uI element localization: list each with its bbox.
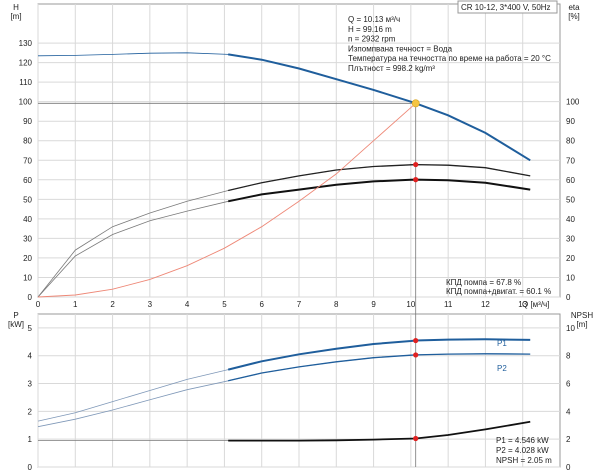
tick-label-q: 4 [185, 300, 190, 309]
info-line: H = 99.16 m [348, 25, 392, 34]
tick-label-q: 8 [334, 300, 339, 309]
tick-label-h: 60 [23, 176, 32, 185]
tick-label-q: 3 [148, 300, 153, 309]
axis-label-h-unit: [m] [10, 12, 21, 21]
tick-label-eta: 90 [566, 117, 575, 126]
tick-label-eta: 60 [566, 176, 575, 185]
series-label-p2: P2 [497, 364, 507, 373]
value-line: P2 = 4.028 kW [496, 446, 549, 455]
tick-label-npsh: 2 [566, 435, 571, 444]
tick-label-q: 0 [36, 300, 41, 309]
value-line: NPSH = 2.05 m [496, 456, 552, 465]
tick-label-npsh: 6 [566, 380, 571, 389]
tick-label-h: 20 [23, 254, 32, 263]
tick-label-h: 30 [23, 234, 32, 243]
tick-label-h: 0 [28, 293, 33, 302]
pump-efficiency-curve [228, 163, 531, 192]
efficiency-label: КПД помпа+двигат. = 60.1 % [446, 287, 551, 296]
tick-label-p: 5 [28, 324, 33, 333]
tick-label-eta: 40 [566, 215, 575, 224]
tick-label-p: 0 [28, 463, 33, 472]
tick-label-eta: 30 [566, 234, 575, 243]
axis-label-h: H [13, 3, 19, 12]
tick-label-q: 10 [406, 300, 415, 309]
tick-label-q: 6 [259, 300, 264, 309]
axis-label-q: Q [м³/ч] [522, 300, 549, 309]
efficiency-label: КПД помпа = 67.8 % [446, 278, 521, 287]
tick-label-eta: 100 [566, 98, 580, 107]
duty-point [411, 99, 420, 108]
efficiency-point [413, 161, 419, 168]
info-line: Q = 10.13 м³/ч [348, 15, 400, 24]
total-efficiency-curve [227, 178, 531, 203]
tick-label-q: 5 [222, 300, 227, 309]
power-point [413, 352, 419, 358]
tick-label-p: 3 [28, 380, 33, 389]
tick-label-h: 100 [19, 98, 33, 107]
head-curve [228, 53, 531, 162]
tick-label-q: 1 [73, 300, 78, 309]
power-point [413, 435, 419, 442]
value-line: P1 = 4.546 kW [496, 436, 549, 445]
p2-curve [228, 353, 531, 382]
system-curve [37, 102, 416, 298]
tick-label-h: 70 [23, 156, 32, 165]
tick-label-h: 10 [23, 273, 32, 282]
tick-label-h: 120 [19, 59, 33, 68]
tick-label-q: 13 [518, 300, 527, 309]
tick-label-h: 90 [23, 117, 32, 126]
tick-label-eta: 0 [566, 293, 571, 302]
tick-label-p: 4 [28, 352, 33, 361]
tick-label-q: 12 [481, 300, 490, 309]
info-line: Плътност = 998.2 kg/m³ [348, 64, 435, 73]
tick-label-h: 50 [23, 195, 32, 204]
axis-label-eta-unit: [%] [568, 12, 580, 21]
tick-label-p: 2 [28, 407, 33, 416]
axis-label-npsh: NPSH [571, 311, 593, 320]
tick-label-q: 11 [444, 300, 453, 309]
tick-label-h: 130 [19, 39, 33, 48]
npsh-curve [228, 420, 531, 442]
axis-label-p: P [13, 311, 18, 320]
axis-label-eta: eta [568, 3, 580, 12]
tick-label-q: 2 [110, 300, 115, 309]
info-line: Температура на течността по време на раб… [348, 54, 551, 63]
axis-label-npsh-unit: [m] [576, 320, 587, 329]
tick-label-npsh: 8 [566, 352, 571, 361]
title-text: CR 10-12, 3*400 V, 50Hz [461, 3, 551, 12]
tick-label-npsh: 10 [566, 324, 575, 333]
p1-curve [227, 338, 531, 371]
series-label-p1: P1 [497, 339, 507, 348]
tick-label-eta: 50 [566, 195, 575, 204]
tick-label-eta: 10 [566, 273, 575, 282]
tick-label-q: 9 [371, 300, 376, 309]
tick-label-eta: 20 [566, 254, 575, 263]
info-line: Изпомпвана течност = Вода [348, 44, 453, 53]
tick-label-h: 40 [23, 215, 32, 224]
tick-label-npsh: 4 [566, 407, 571, 416]
tick-label-eta: 80 [566, 137, 575, 146]
tick-label-q: 7 [297, 300, 302, 309]
tick-label-npsh: 0 [566, 463, 571, 472]
info-line: n = 2932 rpm [348, 35, 396, 44]
tick-label-eta: 70 [566, 156, 575, 165]
tick-label-h: 80 [23, 137, 32, 146]
tick-label-p: 1 [28, 435, 33, 444]
axis-label-p-unit: [kW] [8, 320, 24, 329]
title-box [457, 0, 558, 14]
tick-label-h: 110 [19, 78, 32, 87]
power-point [413, 337, 419, 344]
efficiency-point [413, 177, 419, 183]
